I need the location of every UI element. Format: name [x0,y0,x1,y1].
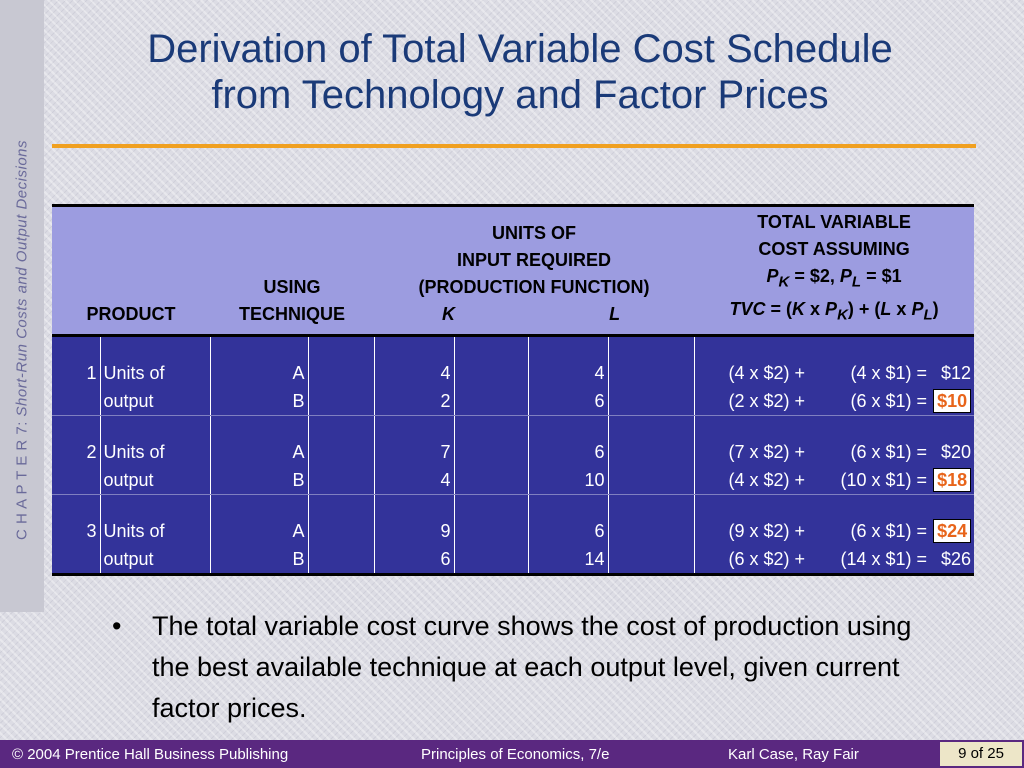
bullet-text: The total variable cost curve shows the … [152,611,912,723]
footer-authors: Karl Case, Ray Fair [728,746,859,763]
cell-l: 10 [528,466,609,496]
header-product: PRODUCT [52,205,210,336]
cell-k: 2 [374,387,455,417]
cell-k-cost: (4 x $2) + [694,466,809,496]
cell-technique: A [210,359,309,388]
title-line-2: from Technology and Factor Prices [211,73,829,117]
table-row: output B 2 6 (2 x $2) + (6 x $1) = $10 [52,387,975,417]
chapter-subject: Short-Run Costs and Output Decisions [13,139,31,417]
cell-unit: output [100,545,211,575]
cell-k: 6 [374,545,455,575]
header-technique: USING TECHNIQUE [210,205,375,336]
highlighted-total: $24 [933,519,972,544]
cell-k: 4 [374,359,455,388]
cell-unit: output [100,387,211,417]
cell-k: 4 [374,466,455,496]
table-body: 1 Units of A 4 4 (4 x $2) + (4 x $1) = $… [52,335,975,575]
cell-technique: B [210,387,309,417]
header-tvc-formula: TVC = (K x PK) + (L x PL) [729,298,939,324]
cell-l-cost: (6 x $1) = [850,442,928,463]
cell-l: 4 [528,359,609,388]
title-line-1: Derivation of Total Variable Cost Schedu… [147,27,893,71]
cell-l: 6 [528,438,609,467]
cell-qty [52,545,101,575]
highlighted-total: $18 [933,468,972,493]
cell-qty [52,466,101,496]
footer-book: Principles of Economics, 7/e [421,746,610,763]
slide-title: Derivation of Total Variable Cost Schedu… [60,26,980,118]
cell-total: $24 [930,517,974,545]
footer-bar: © 2004 Prentice Hall Business Publishing… [0,740,1024,768]
cell-total: $20 [941,442,972,463]
table-row: 1 Units of A 4 4 (4 x $2) + (4 x $1) = $… [52,359,974,388]
cell-l-cost: (6 x $1) = [850,521,928,542]
bullet-icon: • [112,611,122,641]
cell-k-cost: (7 x $2) + [728,442,806,463]
cell-total: $10 [930,387,975,417]
cell-l-cost: (14 x $1) = [840,549,928,570]
cell-total: $18 [930,466,975,496]
cell-k-cost: (2 x $2) + [694,387,809,417]
cell-k-cost: (4 x $2) + [728,363,806,384]
chapter-label: C H A P T E R 7: Short-Run Costs and Out… [14,140,31,540]
highlighted-total: $10 [933,389,972,414]
header-units: UNITS OF INPUT REQUIRED (PRODUCTION FUNC… [374,205,695,336]
cell-l: 14 [528,545,609,575]
cell-unit: Units of [100,359,211,388]
header-tvc: TOTAL VARIABLE COST ASSUMING PK = $2, PL… [694,205,975,336]
page-number: 9 of 25 [940,742,1022,766]
cell-qty: 3 [52,517,101,546]
cell-l-cost: (6 x $1) = [808,387,931,417]
cost-table: PRODUCT USING TECHNIQUE UNITS OF INPUT R… [52,204,975,577]
cell-l-cost: (10 x $1) = [808,466,931,496]
cell-technique: B [210,545,309,575]
cell-qty [52,387,101,417]
cell-l-cost: (4 x $1) = [850,363,928,384]
cell-unit: Units of [100,438,211,467]
cell-k: 9 [374,517,455,546]
cell-unit: output [100,466,211,496]
cell-technique: A [210,438,309,467]
header-k: K [442,304,456,325]
bullet-point: • The total variable cost curve shows th… [112,606,932,729]
header-l: L [609,304,621,325]
table-row: 3 Units of A 9 6 (9 x $2) + (6 x $1) = $… [52,517,974,546]
cell-total: $26 [941,549,972,570]
table-header-row: PRODUCT USING TECHNIQUE UNITS OF INPUT R… [52,205,975,336]
header-tvc-prices: PK = $2, PL = $1 [766,266,902,291]
cell-k-cost: (9 x $2) + [728,521,806,542]
cell-technique: B [210,466,309,496]
table-row: output B 6 14 (6 x $2) + (14 x $1) = $26 [52,545,974,575]
cell-technique: A [210,517,309,546]
chapter-number: C H A P T E R 7: [13,421,31,541]
cell-qty: 1 [52,359,101,388]
footer-copyright: © 2004 Prentice Hall Business Publishing [12,746,289,763]
cell-l: 6 [528,387,609,417]
cell-k-cost: (6 x $2) + [728,549,806,570]
table-row: output B 4 10 (4 x $2) + (10 x $1) = $18 [52,466,975,496]
cell-qty: 2 [52,438,101,467]
cell-k: 7 [374,438,455,467]
cell-unit: Units of [100,517,211,546]
cell-total: $12 [941,363,972,384]
table-row: 2 Units of A 7 6 (7 x $2) + (6 x $1) = $… [52,438,974,467]
title-divider [52,144,976,148]
side-strip: C H A P T E R 7: Short-Run Costs and Out… [0,0,44,612]
cell-l: 6 [528,517,609,546]
